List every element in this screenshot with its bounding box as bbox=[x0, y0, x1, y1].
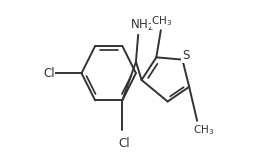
Text: Cl: Cl bbox=[119, 137, 130, 150]
Text: S: S bbox=[182, 49, 189, 62]
Text: CH$_3$: CH$_3$ bbox=[193, 123, 215, 137]
Text: NH$_2$: NH$_2$ bbox=[130, 18, 154, 33]
Text: CH$_3$: CH$_3$ bbox=[151, 14, 173, 28]
Text: Cl: Cl bbox=[43, 67, 55, 80]
